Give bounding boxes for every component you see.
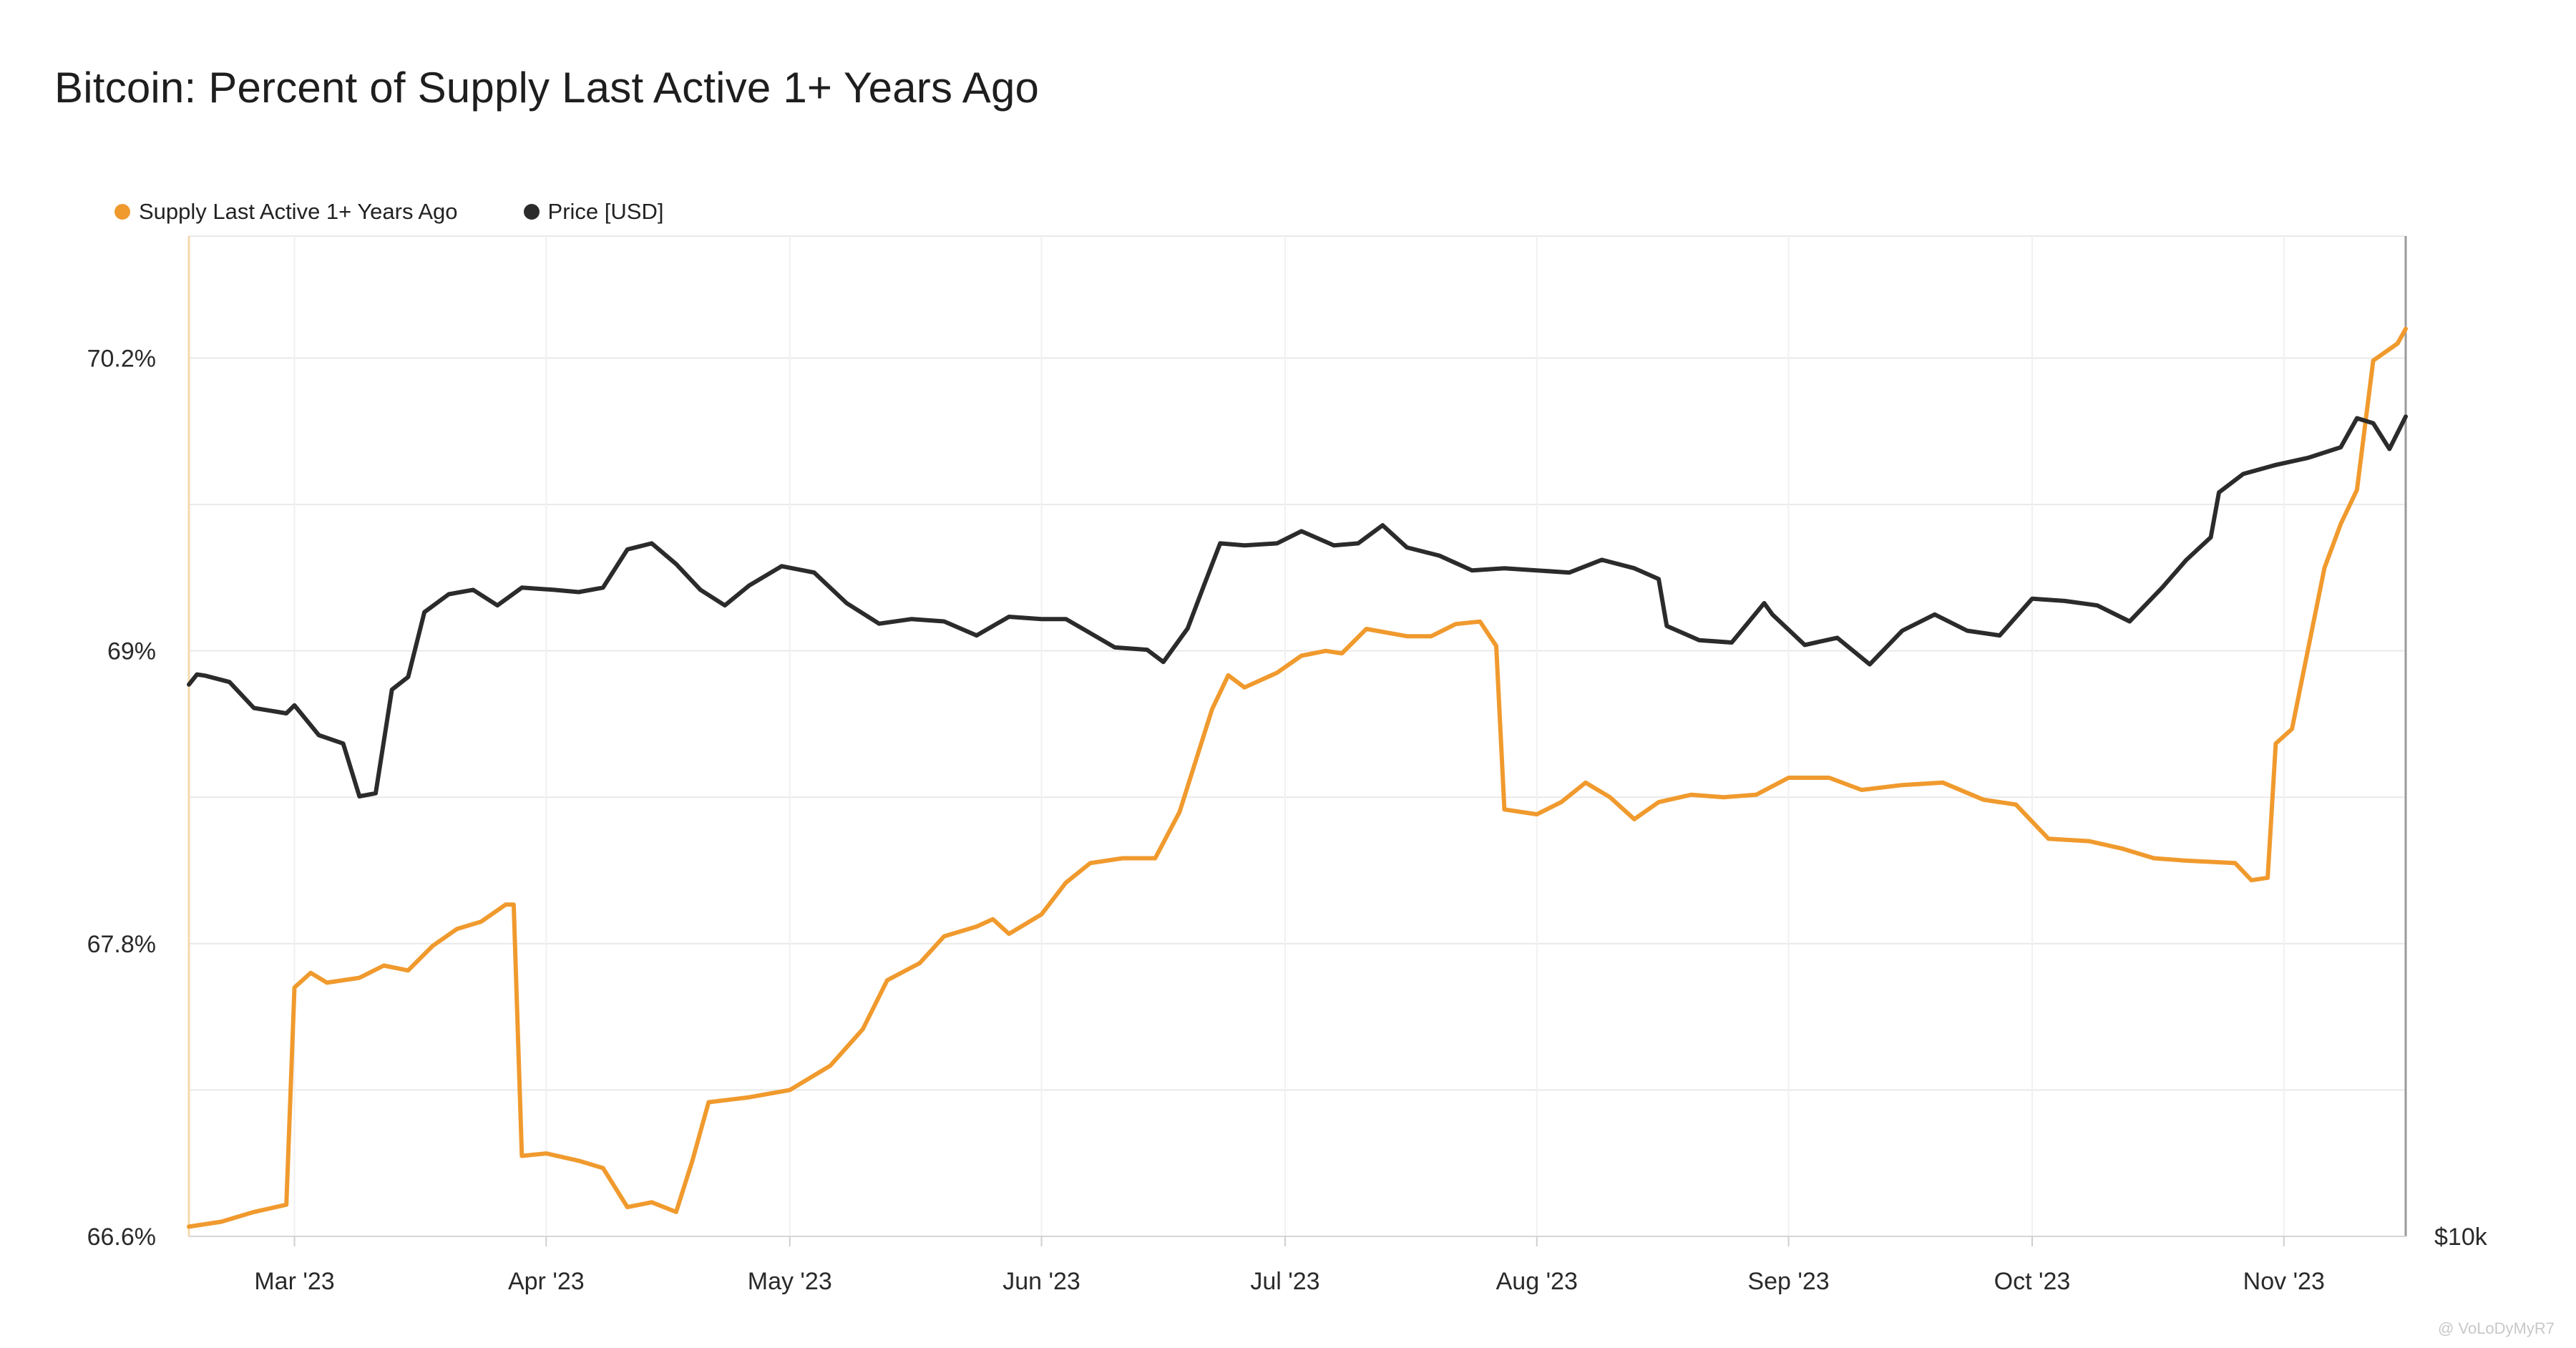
chart-title: Bitcoin: Percent of Supply Last Active 1… [54, 64, 1040, 112]
legend-marker-price [523, 204, 540, 220]
series-line-price [187, 414, 2408, 798]
legend: Supply Last Active 1+ Years Ago Price [U… [114, 199, 663, 225]
x-tick-label: Aug '23 [1496, 1268, 1578, 1295]
x-tick-label: May '23 [748, 1268, 832, 1295]
series [187, 326, 2408, 1229]
x-tick-label: Mar '23 [254, 1268, 334, 1295]
legend-label-supply: Supply Last Active 1+ Years Ago [139, 199, 458, 224]
x-tick-label: Jul '23 [1250, 1268, 1319, 1295]
watermark: @ VoLoDyMyR7 [2438, 1319, 2555, 1337]
x-tick-label: Apr '23 [508, 1268, 585, 1295]
y-left-tick-label: 69% [107, 638, 156, 665]
legend-label-price: Price [USD] [547, 199, 664, 224]
x-tick-label: Nov '23 [2243, 1268, 2325, 1295]
legend-item-price[interactable]: Price [USD] [523, 199, 664, 225]
y-left-tick-label: 67.8% [87, 931, 156, 958]
legend-marker-supply [114, 204, 130, 220]
y-left-tick-label: 70.2% [87, 345, 156, 372]
y-left-tick-label: 66.6% [87, 1224, 156, 1251]
legend-item-supply[interactable]: Supply Last Active 1+ Years Ago [114, 199, 458, 225]
x-tick-label: Jun '23 [1002, 1268, 1080, 1295]
x-tick-label: Sep '23 [1747, 1268, 1829, 1295]
axes [187, 236, 2407, 1246]
x-tick-label: Oct '23 [1994, 1268, 2071, 1295]
series-line-supply [187, 326, 2408, 1229]
tick-labels: Mar '23 Apr '23 May '23 Jun '23 Jul '23 Aug '… [87, 345, 2488, 1295]
y-right-tick-label: $10k [2434, 1224, 2488, 1251]
